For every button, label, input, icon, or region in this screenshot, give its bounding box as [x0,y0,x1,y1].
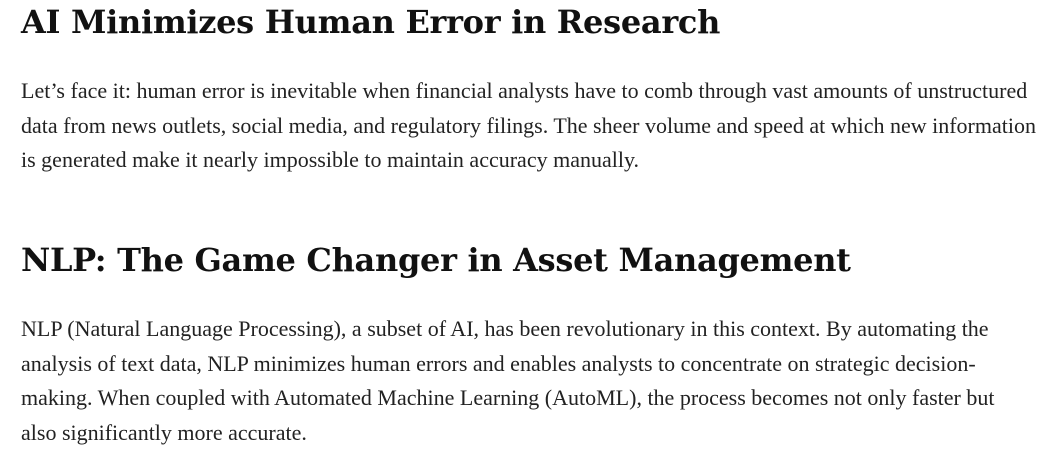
section-heading-ai-minimizes-error: AI Minimizes Human Error in Research [21,3,721,41]
section-paragraph-nlp: NLP (Natural Language Processing), a sub… [21,316,995,445]
section-heading-nlp-game-changer: NLP: The Game Changer in Asset Managemen… [21,241,851,279]
section-paragraph-human-error: Let’s face it: human error is inevitable… [21,78,1036,172]
